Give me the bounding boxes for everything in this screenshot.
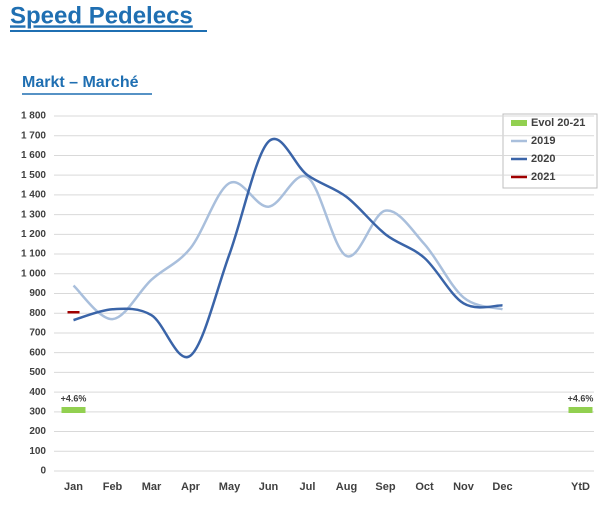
data-label: +4.6% <box>61 393 87 403</box>
y-tick-label: 900 <box>29 288 46 299</box>
legend-marker <box>511 120 527 126</box>
x-tick-label: Nov <box>453 481 475 493</box>
x-tick-label: Apr <box>181 481 201 493</box>
x-tick-label: Feb <box>103 481 123 493</box>
x-tick-label: Jun <box>259 481 279 493</box>
y-tick-label: 1 000 <box>21 268 46 279</box>
x-tick-label: Jan <box>64 481 83 493</box>
y-tick-label: 1 700 <box>21 130 46 141</box>
y-tick-label: 1 100 <box>21 249 46 260</box>
y-tick-label: 300 <box>29 406 46 417</box>
x-tick-label: Jul <box>300 481 316 493</box>
line-series <box>73 137 503 359</box>
x-tick-label: Aug <box>336 481 357 493</box>
y-tick-label: 1 400 <box>21 190 46 201</box>
chart-subtitle: Markt – Marché <box>22 74 139 91</box>
x-tick-label: Dec <box>492 481 512 493</box>
y-tick-label: 1 500 <box>21 170 46 181</box>
legend-label: 2021 <box>531 171 555 183</box>
x-tick-label: May <box>219 481 241 493</box>
legend-label: 2019 <box>531 135 555 147</box>
y-tick-label: 400 <box>29 387 46 398</box>
y-tick-label: 500 <box>29 367 46 378</box>
y-tick-label: 800 <box>29 308 46 319</box>
chart-title: Speed Pedelecs <box>10 2 193 29</box>
y-tick-label: 700 <box>29 328 46 339</box>
y-tick-label: 1 600 <box>21 150 46 161</box>
x-tick-label: Oct <box>415 481 434 493</box>
y-tick-label: 100 <box>29 446 46 457</box>
legend-label: Evol 20-21 <box>531 117 585 129</box>
x-tick-label: YtD <box>571 481 590 493</box>
data-label: +4.6% <box>568 393 594 403</box>
evol-bar <box>61 407 86 413</box>
x-tick-label: Sep <box>375 481 395 493</box>
x-tick-label: Mar <box>142 481 162 493</box>
y-tick-label: 1 300 <box>21 209 46 220</box>
line-series <box>72 174 503 321</box>
y-tick-label: 200 <box>29 426 46 437</box>
y-tick-label: 0 <box>40 466 46 477</box>
y-tick-label: 600 <box>29 347 46 358</box>
y-tick-label: 1 200 <box>21 229 46 240</box>
y-tick-label: 1 800 <box>21 111 46 122</box>
legend-label: 2020 <box>531 153 555 165</box>
evol-bar <box>568 407 593 413</box>
